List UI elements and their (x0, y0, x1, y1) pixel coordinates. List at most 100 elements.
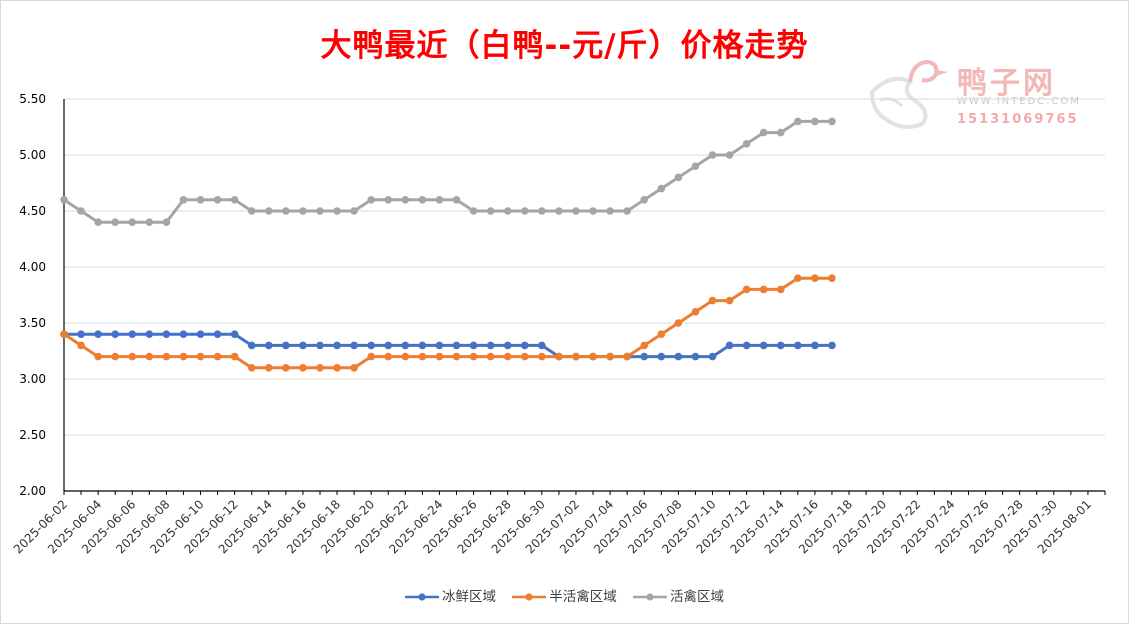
data-point[interactable] (316, 207, 324, 215)
data-point[interactable] (247, 341, 256, 350)
data-point[interactable] (264, 207, 273, 215)
data-point[interactable] (572, 207, 580, 215)
data-point[interactable] (691, 352, 700, 361)
data-point[interactable] (384, 341, 393, 350)
data-point[interactable] (94, 352, 102, 361)
data-point[interactable] (589, 352, 597, 361)
data-point[interactable] (811, 274, 819, 283)
legend-item-semi-live[interactable]: 半活禽区域 (511, 585, 617, 605)
data-point[interactable] (759, 341, 768, 350)
data-point[interactable] (555, 352, 563, 361)
data-point[interactable] (776, 128, 785, 137)
data-point[interactable] (162, 352, 171, 361)
data-point[interactable] (230, 196, 239, 204)
data-point[interactable] (333, 364, 341, 372)
data-point[interactable] (828, 274, 836, 283)
data-point[interactable] (742, 285, 751, 294)
data-point[interactable] (503, 207, 512, 215)
data-point[interactable] (435, 341, 444, 350)
data-point[interactable] (606, 352, 614, 361)
legend-item-live[interactable]: 活禽区域 (632, 585, 724, 605)
data-point[interactable] (418, 341, 427, 350)
data-point[interactable] (435, 352, 444, 361)
data-point[interactable] (196, 196, 205, 204)
data-point[interactable] (674, 319, 683, 327)
data-point[interactable] (111, 330, 119, 339)
data-point[interactable] (708, 296, 717, 305)
data-point[interactable] (94, 330, 102, 339)
data-point[interactable] (708, 352, 717, 361)
data-point[interactable] (776, 341, 785, 350)
data-point[interactable] (811, 117, 819, 126)
data-point[interactable] (179, 352, 188, 361)
data-point[interactable] (469, 207, 478, 215)
data-point[interactable] (213, 330, 222, 339)
data-point[interactable] (418, 352, 427, 361)
data-point[interactable] (282, 207, 290, 215)
data-point[interactable] (77, 207, 85, 215)
data-point[interactable] (316, 341, 324, 350)
data-point[interactable] (640, 352, 649, 361)
data-point[interactable] (247, 207, 256, 215)
data-point[interactable] (725, 341, 734, 350)
data-point[interactable] (179, 330, 188, 339)
data-point[interactable] (486, 207, 495, 215)
data-point[interactable] (469, 352, 478, 361)
data-point[interactable] (725, 296, 734, 305)
data-point[interactable] (401, 341, 410, 350)
data-point[interactable] (299, 207, 307, 215)
data-point[interactable] (776, 285, 785, 294)
data-point[interactable] (520, 207, 529, 215)
data-point[interactable] (486, 352, 495, 361)
data-point[interactable] (282, 341, 290, 350)
data-point[interactable] (60, 196, 68, 204)
data-point[interactable] (657, 352, 666, 361)
data-point[interactable] (213, 352, 222, 361)
legend-item-frozen[interactable]: 冰鲜区域 (404, 585, 496, 605)
data-point[interactable] (145, 330, 154, 339)
data-point[interactable] (503, 352, 512, 361)
data-point[interactable] (299, 364, 307, 372)
data-point[interactable] (384, 352, 393, 361)
data-point[interactable] (794, 117, 802, 126)
data-point[interactable] (282, 364, 290, 372)
data-point[interactable] (520, 352, 529, 361)
data-point[interactable] (435, 196, 444, 204)
data-point[interactable] (794, 274, 802, 283)
data-point[interactable] (538, 341, 546, 350)
data-point[interactable] (367, 352, 375, 361)
data-point[interactable] (111, 218, 119, 226)
data-point[interactable] (452, 352, 461, 361)
data-point[interactable] (367, 341, 375, 350)
data-point[interactable] (759, 285, 768, 294)
data-point[interactable] (520, 341, 529, 350)
data-point[interactable] (640, 196, 649, 204)
data-point[interactable] (128, 330, 137, 339)
data-point[interactable] (230, 352, 239, 361)
data-point[interactable] (691, 162, 700, 170)
data-point[interactable] (623, 207, 631, 215)
data-point[interactable] (742, 341, 751, 350)
data-point[interactable] (350, 207, 358, 215)
data-point[interactable] (264, 364, 273, 372)
data-point[interactable] (606, 207, 614, 215)
data-point[interactable] (401, 352, 410, 361)
data-point[interactable] (350, 341, 358, 350)
data-point[interactable] (555, 207, 563, 215)
data-point[interactable] (94, 218, 102, 226)
data-point[interactable] (674, 352, 683, 361)
data-point[interactable] (213, 196, 222, 204)
data-point[interactable] (128, 352, 137, 361)
data-point[interactable] (196, 352, 205, 361)
data-point[interactable] (230, 330, 239, 339)
data-point[interactable] (247, 364, 256, 372)
data-point[interactable] (538, 207, 546, 215)
data-point[interactable] (77, 330, 85, 339)
data-point[interactable] (452, 196, 461, 204)
data-point[interactable] (350, 364, 358, 372)
data-point[interactable] (333, 207, 341, 215)
data-point[interactable] (452, 341, 461, 350)
data-point[interactable] (691, 308, 700, 316)
data-point[interactable] (111, 352, 119, 361)
data-point[interactable] (162, 330, 171, 339)
